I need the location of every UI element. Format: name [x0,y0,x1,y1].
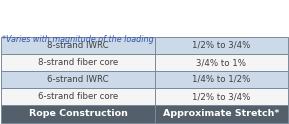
Bar [1,105,288,123]
Text: 1/2% to 3/4%: 1/2% to 3/4% [192,41,251,50]
Text: 3/4% to 1%: 3/4% to 1% [197,58,247,67]
Text: 1/4% to 1/2%: 1/4% to 1/2% [192,75,251,84]
Text: 8-strand IWRC: 8-strand IWRC [47,41,109,50]
Text: 8-strand fiber core: 8-strand fiber core [38,58,118,67]
Text: Rope Construction: Rope Construction [29,109,127,119]
Text: *Varies with magnitude of the loading: *Varies with magnitude of the loading [2,35,154,44]
Text: 1/2% to 3/4%: 1/2% to 3/4% [192,92,251,101]
Bar [1,37,288,54]
Text: 6-strand fiber core: 6-strand fiber core [38,92,118,101]
Bar [1,54,288,71]
Text: 6-strand IWRC: 6-strand IWRC [47,75,109,84]
Text: Approximate Stretch*: Approximate Stretch* [163,109,280,119]
Bar [1,71,288,88]
Bar [1,88,288,105]
